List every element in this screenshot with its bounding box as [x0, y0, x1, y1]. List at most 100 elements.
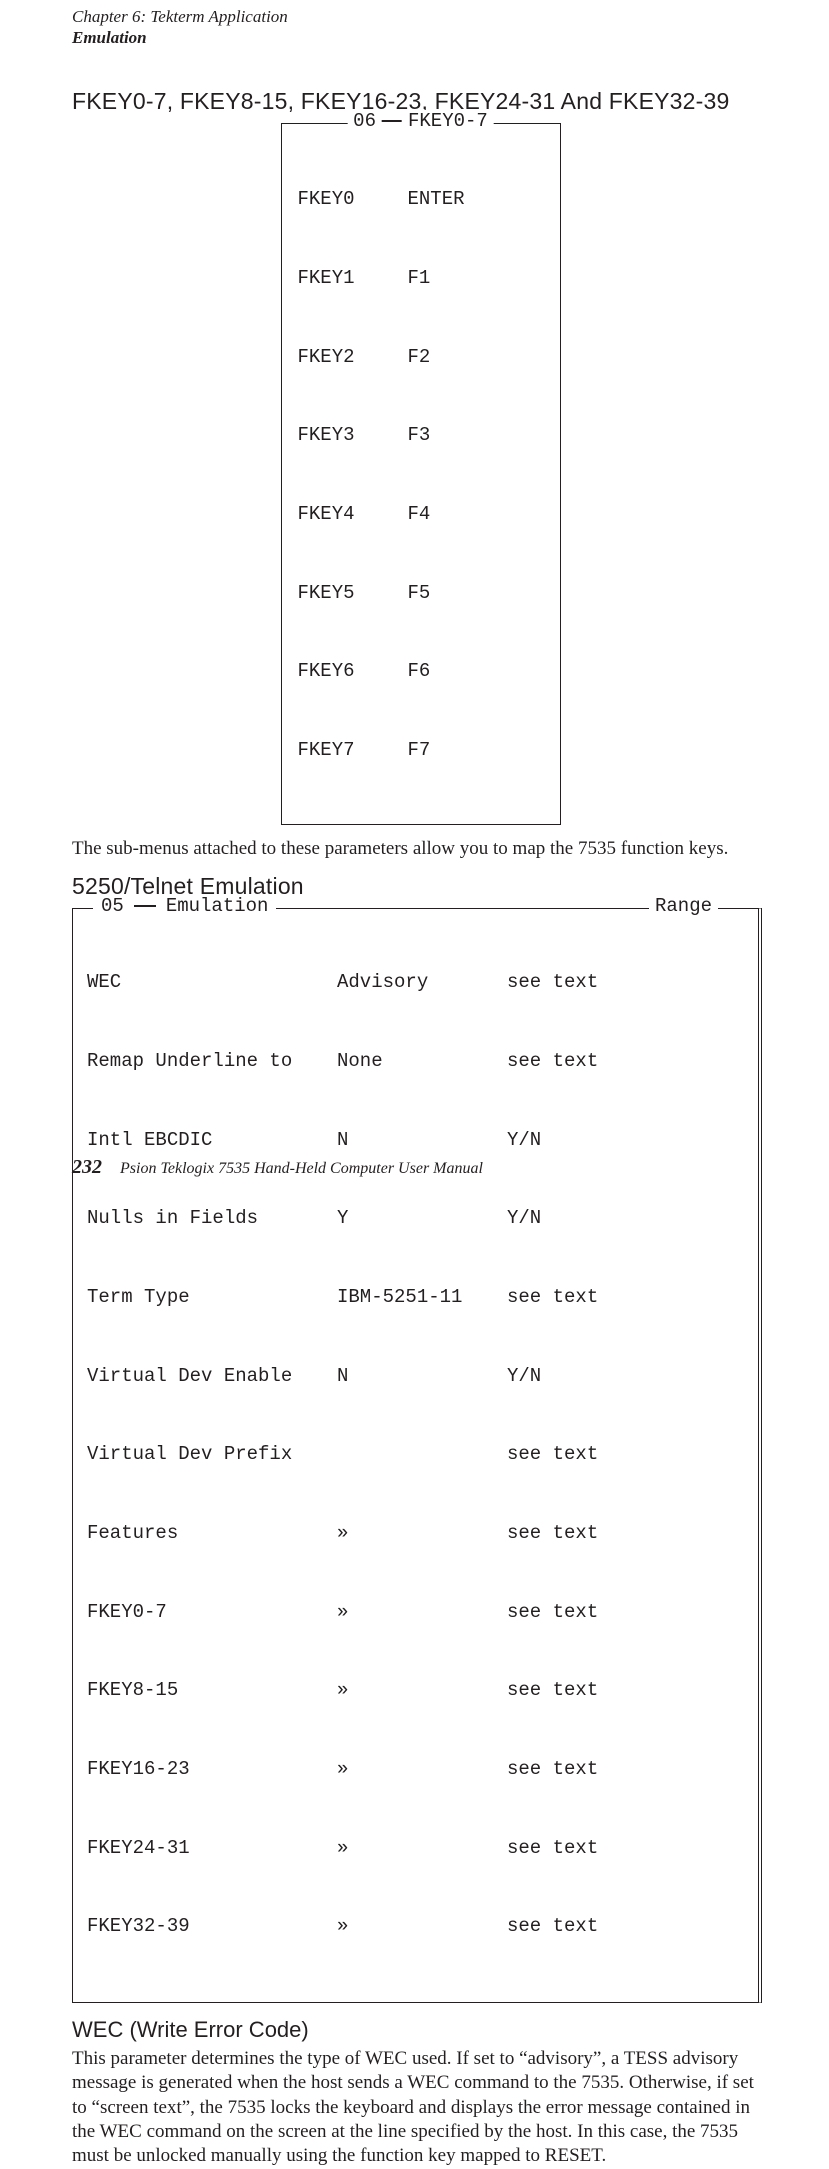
- table-row: WECAdvisorysee text: [87, 969, 744, 995]
- emu-range: see text: [507, 1520, 744, 1546]
- fkey-key: FKEY1: [298, 265, 408, 291]
- fkey-val: F1: [408, 265, 544, 291]
- fkey-row: FKEY3F3: [298, 422, 544, 448]
- emu-param: FKEY24-31: [87, 1835, 337, 1861]
- header-section: Emulation: [72, 27, 288, 48]
- wec-heading: WEC (Write Error Code): [72, 2017, 769, 2043]
- emu-value: »: [337, 1835, 507, 1861]
- fkey-rows: FKEY0ENTER FKEY1F1 FKEY2F2 FKEY3F3 FKEY4…: [298, 134, 544, 816]
- fkey-row: FKEY7F7: [298, 737, 544, 763]
- emu-param: Features: [87, 1520, 337, 1546]
- emu-range: see text: [507, 1913, 744, 1939]
- emu-legend-title: Emulation: [166, 895, 269, 917]
- fkey-row: FKEY6F6: [298, 658, 544, 684]
- fkey-val: ENTER: [408, 186, 544, 212]
- emu-value: Advisory: [337, 969, 507, 995]
- emu-range: see text: [507, 1599, 744, 1625]
- emu-value: »: [337, 1599, 507, 1625]
- table-row: Features»see text: [87, 1520, 744, 1546]
- emu-legend-num: 05: [101, 895, 124, 917]
- emu-param: Intl EBCDIC: [87, 1127, 337, 1153]
- emu-value: »: [337, 1913, 507, 1939]
- emu-range: see text: [507, 1284, 744, 1310]
- emu-range: see text: [507, 1048, 744, 1074]
- emu-param: FKEY16-23: [87, 1756, 337, 1782]
- emu-param: Term Type: [87, 1284, 337, 1310]
- table-row: Virtual Dev EnableNY/N: [87, 1363, 744, 1389]
- table-row: FKEY8-15»see text: [87, 1677, 744, 1703]
- emu-param: WEC: [87, 969, 337, 995]
- fkey-key: FKEY7: [298, 737, 408, 763]
- emu-value: IBM-5251-11: [337, 1284, 507, 1310]
- table-row: Term TypeIBM-5251-11see text: [87, 1284, 744, 1310]
- emu-param: Remap Underline to: [87, 1048, 337, 1074]
- emu-param: Virtual Dev Enable: [87, 1363, 337, 1389]
- emu-value: Y: [337, 1205, 507, 1231]
- emu-range: see text: [507, 969, 744, 995]
- emu-value: None: [337, 1048, 507, 1074]
- emu-param: FKEY32-39: [87, 1913, 337, 1939]
- fkey-legend-num: 06: [353, 110, 376, 132]
- emu-value: N: [337, 1127, 507, 1153]
- emulation-rows: WECAdvisorysee text Remap Underline toNo…: [87, 917, 744, 1992]
- emu-param: FKEY0-7: [87, 1599, 337, 1625]
- table-row: Nulls in FieldsYY/N: [87, 1205, 744, 1231]
- emu-param: FKEY8-15: [87, 1677, 337, 1703]
- fkey-row: FKEY0ENTER: [298, 186, 544, 212]
- table-row: Remap Underline toNonesee text: [87, 1048, 744, 1074]
- running-header: Chapter 6: Tekterm Application Emulation: [72, 6, 288, 49]
- fkey-key: FKEY2: [298, 344, 408, 370]
- fkey-key: FKEY6: [298, 658, 408, 684]
- table-row: FKEY0-7»see text: [87, 1599, 744, 1625]
- emu-value: [337, 1441, 507, 1467]
- fkey-key: FKEY0: [298, 186, 408, 212]
- content: FKEY0-7, FKEY8-15, FKEY16-23, FKEY24-31 …: [72, 0, 769, 2169]
- table-row: FKEY24-31»see text: [87, 1835, 744, 1861]
- emu-value: »: [337, 1677, 507, 1703]
- fkey-row: FKEY2F2: [298, 344, 544, 370]
- emu-range: see text: [507, 1441, 744, 1467]
- fkey-val: F7: [408, 737, 544, 763]
- fkey-box: 06 FKEY0-7 FKEY0ENTER FKEY1F1 FKEY2F2 FK…: [281, 123, 561, 825]
- fkey-paragraph: The sub-menus attached to these paramete…: [72, 837, 769, 861]
- fkey-key: FKEY3: [298, 422, 408, 448]
- table-row: FKEY32-39»see text: [87, 1913, 744, 1939]
- fkey-row: FKEY5F5: [298, 580, 544, 606]
- wec-paragraph: This parameter determines the type of WE…: [72, 2047, 769, 2169]
- fkey-val: F6: [408, 658, 544, 684]
- emulation-box: 05 Emulation Range WECAdvisorysee text R…: [72, 908, 762, 2003]
- fkey-key: FKEY4: [298, 501, 408, 527]
- emu-value: »: [337, 1520, 507, 1546]
- page-number: 232: [72, 1156, 102, 1178]
- emu-range: see text: [507, 1756, 744, 1782]
- emu-param: Nulls in Fields: [87, 1205, 337, 1231]
- emu-range: Y/N: [507, 1205, 744, 1231]
- legend-rule-icon: [382, 120, 402, 122]
- fkey-legend-text: FKEY0-7: [408, 110, 488, 132]
- fkey-key: FKEY5: [298, 580, 408, 606]
- emu-range: Y/N: [507, 1363, 744, 1389]
- fkey-legend: 06 FKEY0-7: [347, 110, 494, 132]
- footer-text: Psion Teklogix 7535 Hand-Held Computer U…: [120, 1160, 483, 1177]
- emulation-legend-left: 05 Emulation: [93, 895, 276, 917]
- footer: 232 Psion Teklogix 7535 Hand-Held Comput…: [72, 1156, 483, 1179]
- fkey-val: F5: [408, 580, 544, 606]
- table-row: Virtual Dev Prefix see text: [87, 1441, 744, 1467]
- emulation-legend-right: Range: [649, 895, 718, 917]
- legend-rule-icon: [134, 905, 156, 907]
- header-chapter: Chapter 6: Tekterm Application: [72, 6, 288, 27]
- page: Chapter 6: Tekterm Application Emulation…: [0, 0, 829, 1197]
- emu-range: see text: [507, 1835, 744, 1861]
- table-row: FKEY16-23»see text: [87, 1756, 744, 1782]
- emu-param: Virtual Dev Prefix: [87, 1441, 337, 1467]
- fkey-val: F4: [408, 501, 544, 527]
- fkey-row: FKEY4F4: [298, 501, 544, 527]
- fkey-val: F2: [408, 344, 544, 370]
- table-row: Intl EBCDICNY/N: [87, 1127, 744, 1153]
- fkey-row: FKEY1F1: [298, 265, 544, 291]
- emu-range: see text: [507, 1677, 744, 1703]
- emu-value: »: [337, 1756, 507, 1782]
- emu-range: Y/N: [507, 1127, 744, 1153]
- fkey-val: F3: [408, 422, 544, 448]
- emu-value: N: [337, 1363, 507, 1389]
